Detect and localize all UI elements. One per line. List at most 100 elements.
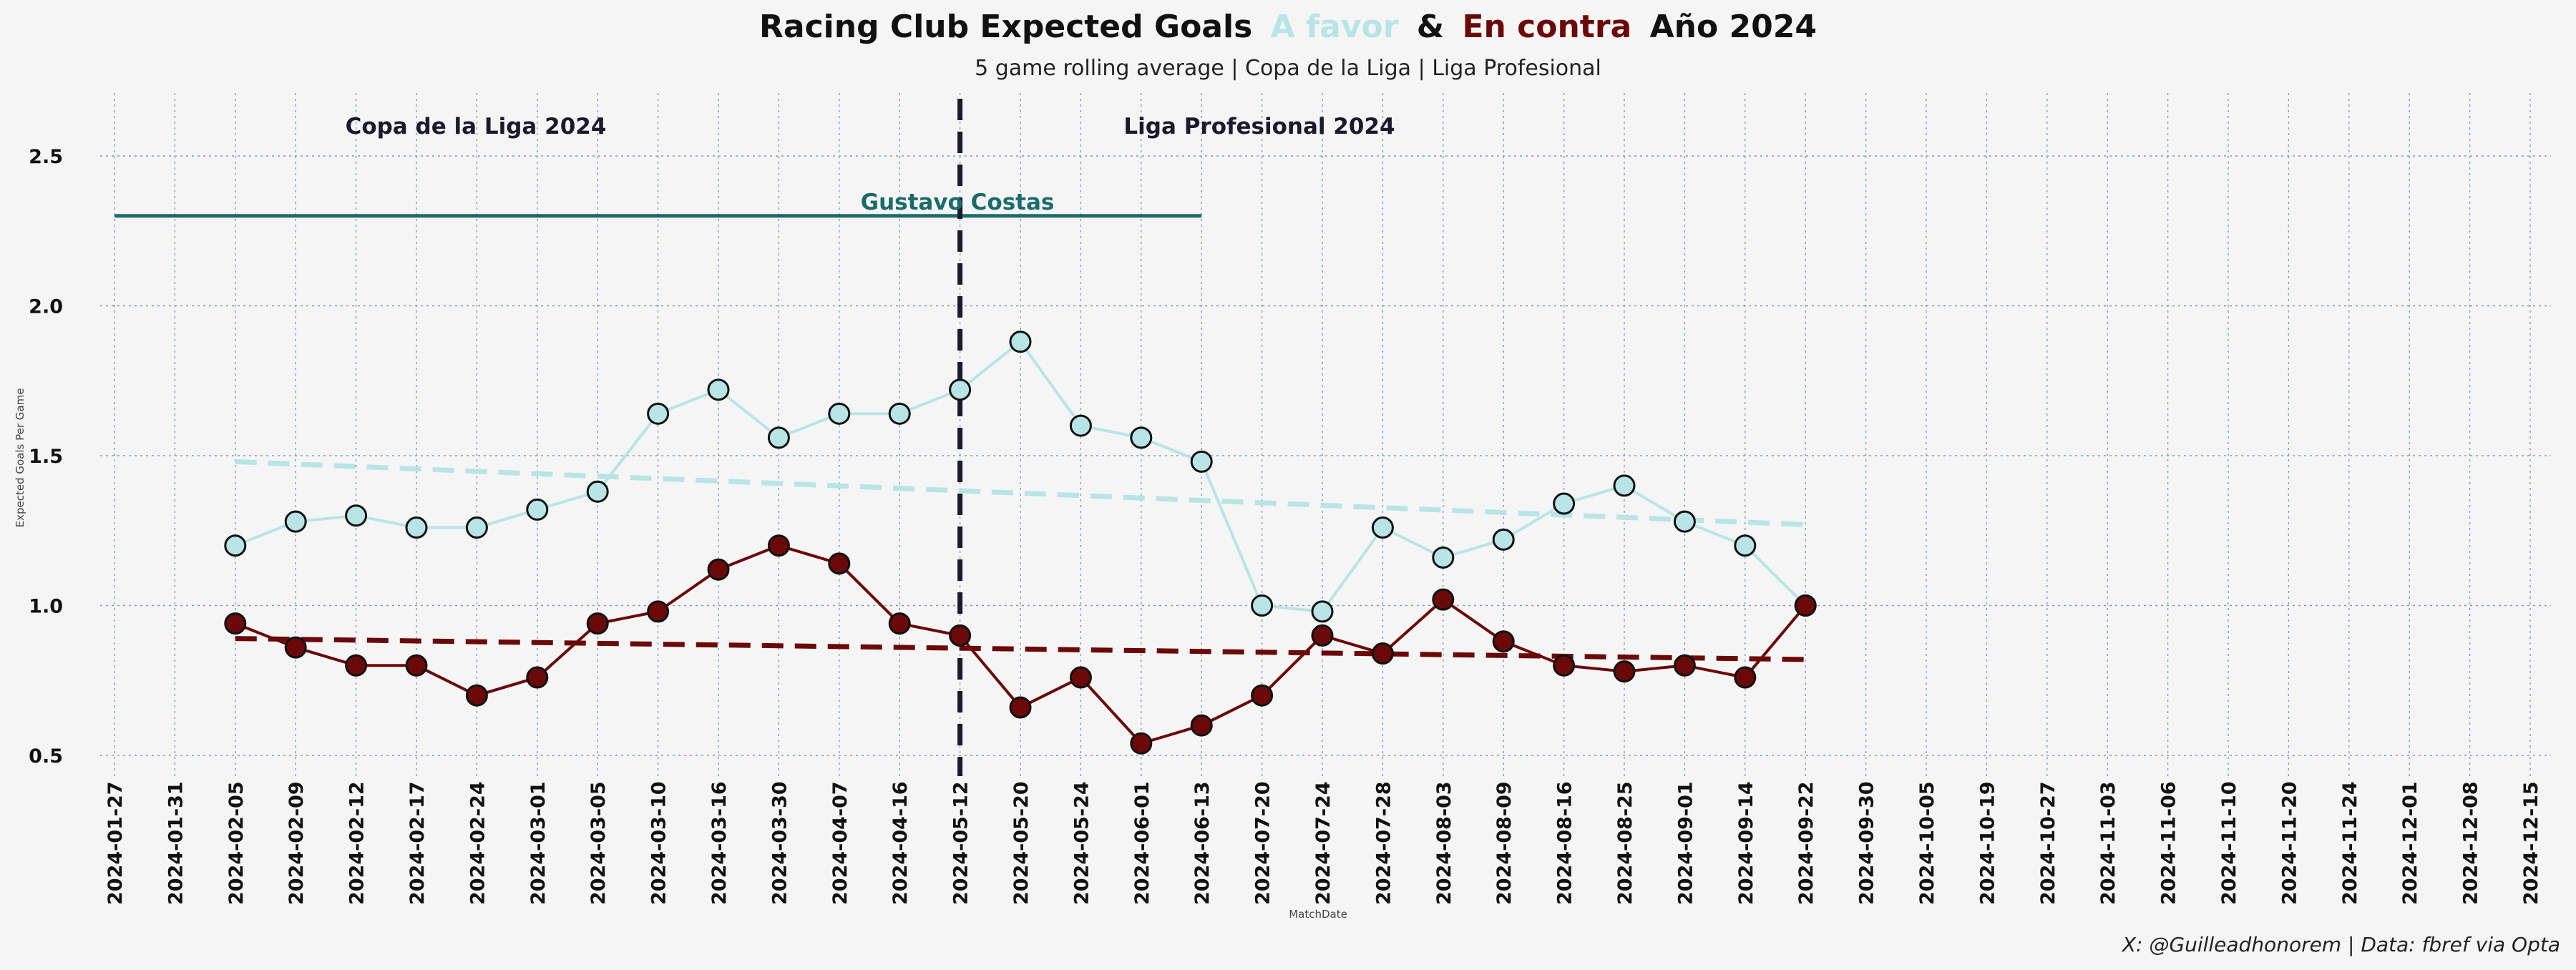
data-point-favor: [1069, 414, 1092, 437]
data-point-favor: [1553, 492, 1576, 515]
x-tick-label: 2024-05-20: [1010, 781, 1033, 905]
x-tick-label: 2024-10-19: [1976, 781, 1999, 905]
y-tick-label: 2.0: [29, 296, 63, 318]
data-point-favor: [284, 510, 307, 533]
data-point-contra: [405, 654, 428, 677]
x-tick-label: 2024-09-22: [1795, 781, 1818, 905]
data-point-contra: [828, 552, 851, 575]
data-point-contra: [1673, 654, 1696, 677]
reference-lines: [114, 99, 1806, 776]
x-tick-label: 2024-09-14: [1735, 781, 1757, 905]
x-tick-label: 2024-02-24: [467, 781, 489, 905]
data-point-favor: [1613, 474, 1636, 497]
data-point-favor: [828, 402, 851, 425]
x-tick-label: 2024-10-27: [2037, 781, 2059, 905]
x-tick-label: 2024-04-16: [889, 781, 912, 905]
annotation-coach: Gustavo Costas: [861, 190, 1055, 215]
data-point-favor: [586, 480, 609, 503]
credit-text: X: @Guilleadhonorem | Data: fbref via Op…: [2121, 933, 2560, 956]
data-point-favor: [465, 516, 488, 539]
x-tick-label: 2024-02-09: [286, 781, 308, 905]
x-tick-label: 2024-09-01: [1674, 781, 1697, 905]
x-tick-label: 2024-11-20: [2278, 781, 2301, 905]
data-point-favor: [1009, 330, 1032, 353]
data-point-contra: [888, 612, 911, 635]
x-tick-label: 2024-10-05: [1916, 781, 1938, 905]
x-tick-label: 2024-01-31: [165, 781, 187, 905]
data-point-contra: [1432, 588, 1455, 611]
y-tick-label: 2.5: [29, 146, 63, 168]
data-point-contra: [224, 612, 247, 635]
x-tick-label: 2024-07-24: [1312, 781, 1335, 905]
data-point-contra: [647, 600, 670, 623]
data-point-contra: [1009, 696, 1032, 719]
data-point-favor: [224, 534, 247, 557]
data-point-favor: [1371, 516, 1394, 539]
x-tick-label: 2024-11-06: [2158, 781, 2180, 905]
x-tick-label: 2024-03-30: [769, 781, 791, 905]
x-tick-label: 2024-12-01: [2399, 781, 2421, 905]
x-tick-label: 2024-08-25: [1614, 781, 1636, 905]
x-tick-label: 2024-07-20: [1252, 781, 1274, 905]
data-point-contra: [1190, 714, 1213, 737]
data-point-favor: [888, 402, 911, 425]
data-point-favor: [707, 378, 730, 401]
data-point-favor: [1432, 546, 1455, 569]
data-point-contra: [586, 612, 609, 635]
data-point-contra: [1553, 654, 1576, 677]
y-tick-label: 1.5: [29, 446, 63, 468]
data-point-contra: [526, 666, 549, 689]
chart-title: Racing Club Expected Goals A favor & En …: [759, 9, 1817, 45]
x-tick-label: 2024-12-15: [2520, 781, 2542, 905]
x-tick-label: 2024-02-17: [406, 781, 429, 905]
series: [224, 330, 1817, 755]
axis-ticks: 2024-01-27 2024-01-31 2024-02-05 2024-02-09…: [29, 146, 2542, 905]
x-tick-label: 2024-06-01: [1131, 781, 1153, 905]
x-tick-label: 2024-08-16: [1554, 781, 1576, 905]
x-tick-label: 2024-06-13: [1191, 781, 1214, 905]
y-tick-label: 1.0: [29, 596, 63, 618]
x-tick-label: 2024-08-09: [1493, 781, 1516, 905]
title-part-team: Racing Club Expected Goals: [759, 9, 1252, 45]
x-tick-label: 2024-04-07: [829, 781, 852, 905]
x-tick-label: 2024-11-03: [2097, 781, 2119, 905]
x-tick-label: 2024-08-03: [1433, 781, 1455, 905]
data-point-favor: [405, 516, 428, 539]
x-tick-label: 2024-05-12: [950, 781, 972, 905]
x-tick-label: 2024-02-05: [225, 781, 248, 905]
title-part-contra: En contra: [1462, 9, 1631, 45]
x-tick-label: 2024-03-05: [587, 781, 610, 905]
data-point-contra: [767, 534, 790, 557]
data-point-favor: [1190, 450, 1213, 473]
x-tick-label: 2024-02-12: [346, 781, 369, 905]
data-point-favor: [526, 498, 549, 521]
data-point-contra: [284, 636, 307, 659]
data-point-favor: [767, 426, 790, 449]
title-part-year: Año 2024: [1650, 9, 1817, 45]
x-tick-label: 2024-01-27: [104, 781, 127, 905]
x-tick-label: 2024-03-01: [527, 781, 550, 905]
data-point-contra: [1734, 666, 1757, 689]
chart-subtitle: 5 game rolling average | Copa de la Liga…: [975, 56, 1601, 81]
data-point-favor: [1492, 528, 1515, 551]
data-point-contra: [1311, 624, 1334, 647]
data-point-favor: [1673, 510, 1696, 533]
data-point-contra: [465, 684, 488, 707]
x-axis-label: MatchDate: [1289, 908, 1347, 921]
data-point-contra: [707, 558, 730, 581]
data-point-contra: [1794, 594, 1817, 617]
data-point-favor: [1130, 426, 1153, 449]
data-point-favor: [345, 504, 368, 527]
x-tick-label: 2024-03-10: [648, 781, 670, 905]
data-point-favor: [647, 402, 670, 425]
annotation-liga: Liga Profesional 2024: [1123, 114, 1395, 139]
x-tick-label: 2024-09-30: [1856, 781, 1878, 905]
data-point-favor: [1734, 534, 1757, 557]
y-axis-label: Expected Goals Per Game: [14, 388, 26, 528]
x-tick-label: 2024-11-24: [2339, 781, 2361, 905]
grid: [100, 93, 2551, 778]
x-tick-label: 2024-07-28: [1372, 781, 1395, 905]
x-tick-label: 2024-05-24: [1070, 781, 1093, 905]
